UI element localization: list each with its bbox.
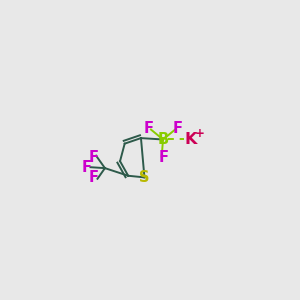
Text: F: F <box>81 160 91 175</box>
Text: F: F <box>88 150 98 165</box>
Text: K: K <box>185 132 197 147</box>
Text: S: S <box>139 170 150 185</box>
Text: F: F <box>89 170 99 185</box>
Text: +: + <box>195 127 205 140</box>
Text: B: B <box>158 132 169 147</box>
Text: F: F <box>143 122 153 136</box>
Text: F: F <box>173 122 183 136</box>
Text: F: F <box>158 150 168 165</box>
